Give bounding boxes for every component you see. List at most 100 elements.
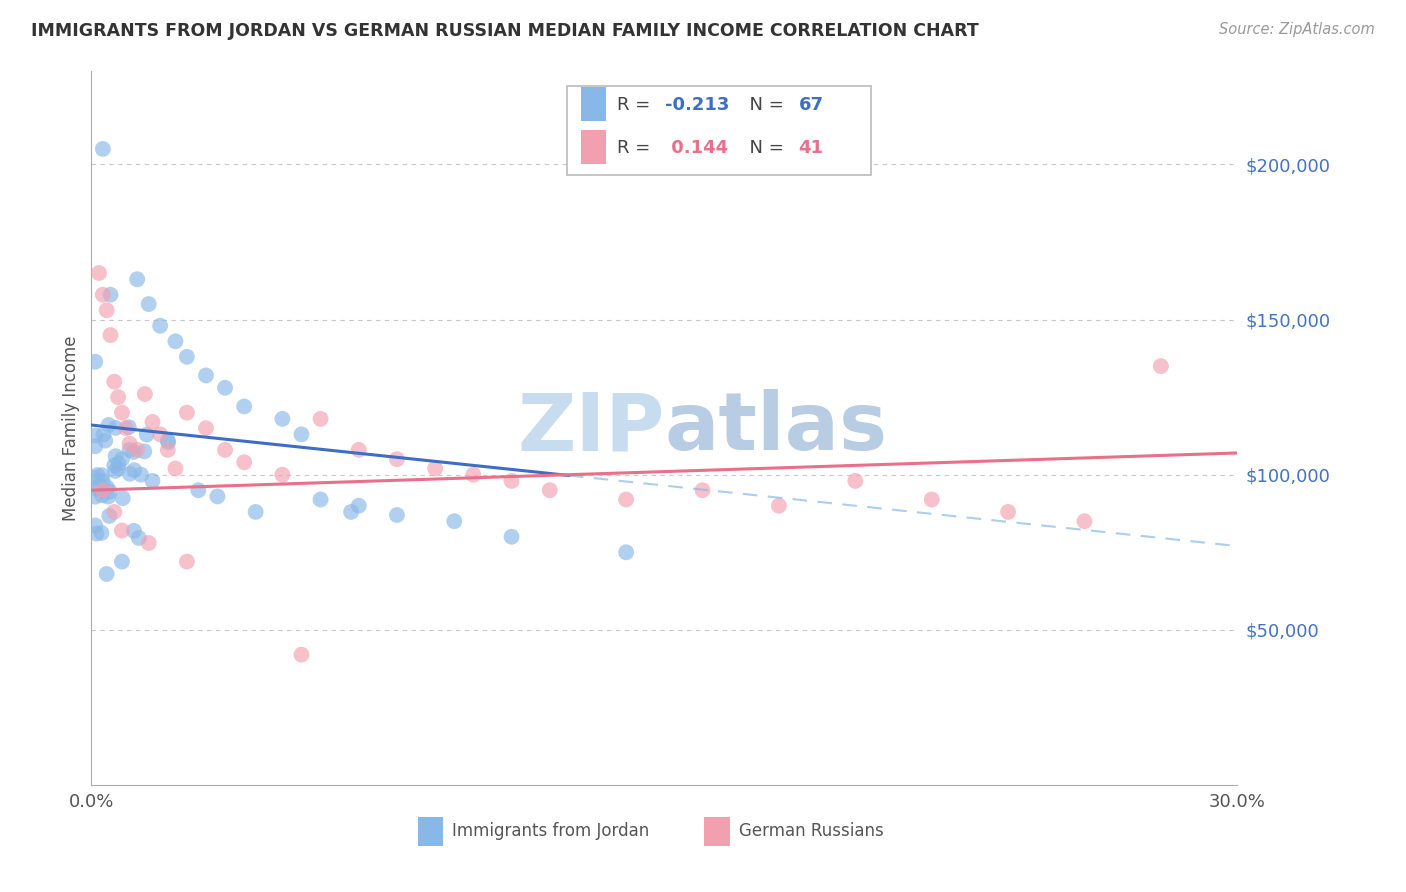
Point <box>134 444 156 458</box>
Point <box>194 421 217 435</box>
Point <box>104 449 127 463</box>
Text: R =: R = <box>617 96 657 114</box>
Point <box>96 480 118 494</box>
Point <box>194 368 217 383</box>
Point <box>122 445 145 459</box>
Point <box>844 474 866 488</box>
Point <box>127 442 149 457</box>
Point <box>84 428 107 442</box>
Point <box>97 417 120 432</box>
Point <box>97 490 120 504</box>
Point <box>149 427 172 442</box>
Point <box>103 375 125 389</box>
Point <box>233 400 256 414</box>
Point <box>233 455 256 469</box>
Point <box>114 421 136 435</box>
Point <box>107 461 129 475</box>
Text: N =: N = <box>738 96 789 114</box>
Point <box>614 545 637 559</box>
Point <box>98 508 121 523</box>
Point <box>501 530 523 544</box>
Point <box>118 442 141 457</box>
Point <box>94 434 117 448</box>
Text: ZIP: ZIP <box>517 389 664 467</box>
Point <box>149 318 172 333</box>
Point <box>98 484 121 499</box>
Point <box>138 536 160 550</box>
Point <box>165 461 187 475</box>
Point <box>538 483 561 498</box>
Point <box>156 434 179 448</box>
Point <box>176 555 198 569</box>
Point <box>385 452 408 467</box>
Point <box>118 467 141 481</box>
Point <box>463 467 485 482</box>
Point <box>347 442 370 457</box>
Point <box>84 355 107 369</box>
Text: IMMIGRANTS FROM JORDAN VS GERMAN RUSSIAN MEDIAN FAMILY INCOME CORRELATION CHART: IMMIGRANTS FROM JORDAN VS GERMAN RUSSIAN… <box>31 22 979 40</box>
Point <box>141 474 163 488</box>
Point <box>921 492 943 507</box>
Point <box>501 474 523 488</box>
Point <box>84 470 107 484</box>
Point <box>127 272 149 286</box>
Point <box>692 483 714 498</box>
Point <box>1073 514 1095 528</box>
Point <box>138 297 160 311</box>
Text: N =: N = <box>738 139 789 157</box>
Point <box>176 350 198 364</box>
Point <box>290 427 312 442</box>
Point <box>245 505 267 519</box>
Point <box>111 555 134 569</box>
Text: R =: R = <box>617 139 657 157</box>
Text: Source: ZipAtlas.com: Source: ZipAtlas.com <box>1219 22 1375 37</box>
Point <box>214 442 236 457</box>
Point <box>128 531 150 545</box>
Point <box>84 490 107 504</box>
FancyBboxPatch shape <box>567 86 870 175</box>
Point <box>385 508 408 522</box>
Point <box>135 427 157 442</box>
Point <box>271 412 294 426</box>
Point <box>309 492 332 507</box>
Point <box>111 406 134 420</box>
Point <box>104 421 127 435</box>
Point <box>768 499 790 513</box>
Point <box>271 467 294 482</box>
Point <box>89 478 111 492</box>
Text: 41: 41 <box>799 139 824 157</box>
Point <box>86 526 108 541</box>
Point <box>129 467 152 482</box>
Point <box>103 505 125 519</box>
Point <box>90 525 112 540</box>
Point <box>134 387 156 401</box>
Point <box>111 491 134 505</box>
Point <box>100 328 122 343</box>
Point <box>176 406 198 420</box>
Point <box>103 458 125 473</box>
Point <box>423 461 446 475</box>
Point <box>91 468 114 483</box>
Point <box>157 435 180 450</box>
Text: atlas: atlas <box>664 389 887 467</box>
Text: 0.144: 0.144 <box>665 139 728 157</box>
FancyBboxPatch shape <box>418 817 443 846</box>
Point <box>111 452 134 467</box>
FancyBboxPatch shape <box>581 129 606 164</box>
Point <box>141 415 163 429</box>
Point <box>156 442 179 457</box>
Point <box>118 420 141 434</box>
Point <box>84 482 107 496</box>
Point <box>340 505 363 519</box>
Point <box>122 524 145 538</box>
Point <box>347 499 370 513</box>
Text: Immigrants from Jordan: Immigrants from Jordan <box>453 822 650 840</box>
Point <box>96 303 118 318</box>
Point <box>187 483 209 498</box>
Point <box>93 427 115 442</box>
Point <box>207 490 229 504</box>
FancyBboxPatch shape <box>704 817 730 846</box>
Point <box>86 468 108 483</box>
Point <box>309 412 332 426</box>
Point <box>91 483 114 498</box>
